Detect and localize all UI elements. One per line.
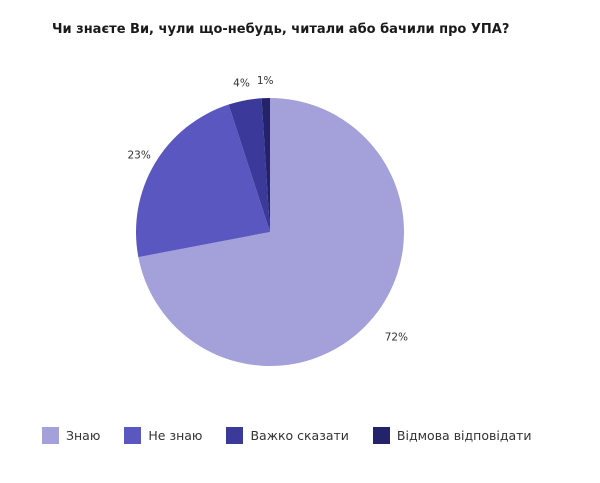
legend-label: Важко сказати xyxy=(250,428,349,443)
legend-item: Відмова відповідати xyxy=(372,427,532,444)
legend-swatch xyxy=(124,427,142,444)
legend-item: Знаю xyxy=(42,427,100,444)
legend-label: Відмова відповідати xyxy=(396,428,532,443)
pie-slice-1 xyxy=(135,104,270,258)
legend-swatch xyxy=(372,427,390,444)
legend-swatch xyxy=(226,427,244,444)
chart-title: Чи знаєте Ви, чули що-небудь, читали або… xyxy=(52,22,510,37)
legend-swatch xyxy=(42,427,59,444)
data-label: 72% xyxy=(385,332,408,344)
legend-label: Знаю xyxy=(66,428,101,443)
legend-item: Важко сказати xyxy=(226,427,349,444)
pie-slice-0 xyxy=(138,98,404,366)
pie-slice-3 xyxy=(261,98,270,232)
legend: Знаю Не знаю Важко сказати Відмова відповід… xyxy=(42,427,556,444)
pie-slice-2 xyxy=(228,98,270,232)
legend-label: Не знаю xyxy=(148,428,203,443)
data-label: 1% xyxy=(257,75,274,87)
legend-item: Не знаю xyxy=(124,427,202,444)
data-label: 23% xyxy=(127,150,150,162)
data-label: 4% xyxy=(233,78,250,90)
